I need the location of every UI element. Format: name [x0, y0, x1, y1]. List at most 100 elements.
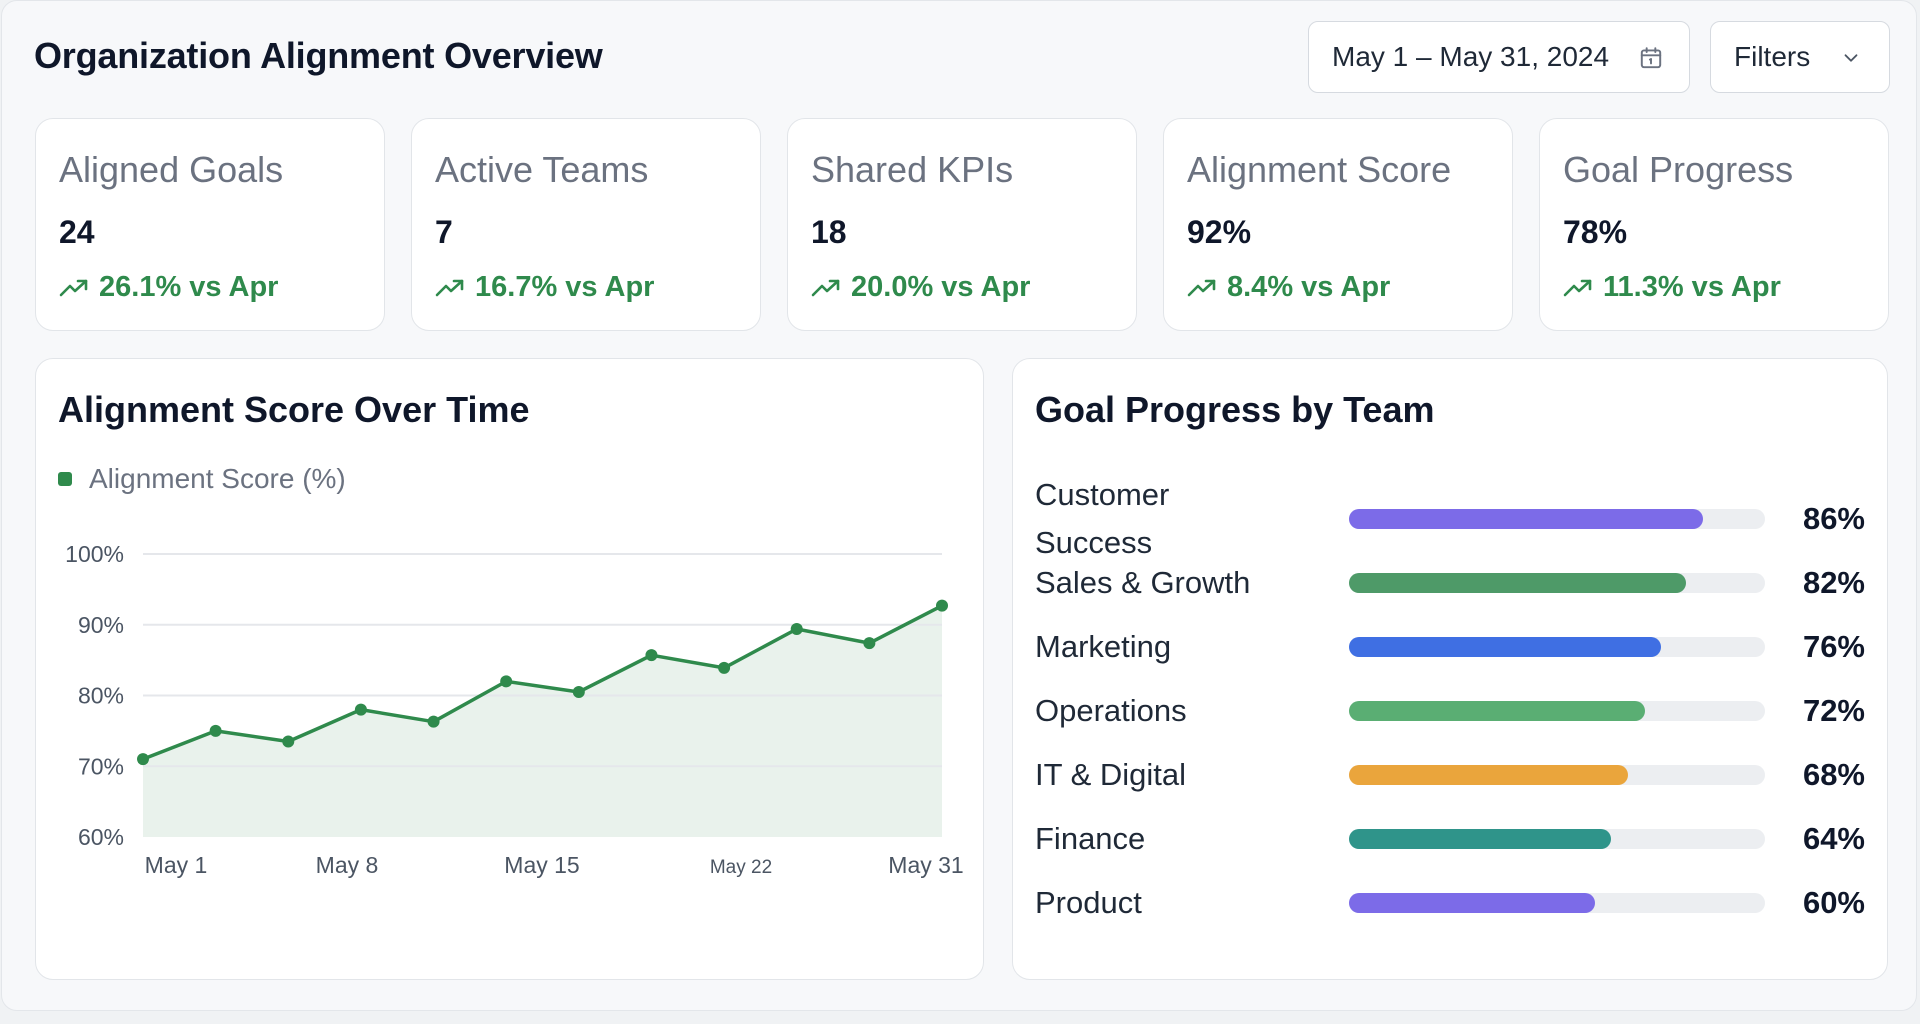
x-tick-label: May 1 [145, 852, 208, 878]
team-pct: 76% [1802, 629, 1865, 664]
calendar-icon [1637, 44, 1665, 72]
y-tick-label: 90% [78, 612, 124, 638]
team-pct: 68% [1802, 757, 1865, 792]
team-pct: 64% [1802, 821, 1865, 856]
data-point [427, 715, 440, 728]
kpi-delta: 26.1% vs Apr [59, 271, 278, 304]
progress-track [1349, 573, 1765, 593]
kpi-card: Shared KPIs 18 20.0% vs Apr [787, 118, 1137, 331]
date-range-picker[interactable]: May 1 – May 31, 2024 [1308, 21, 1690, 93]
x-tick-label: May 8 [316, 852, 379, 878]
chart-area-fill [143, 605, 942, 837]
kpi-value: 7 [435, 214, 453, 250]
kpi-delta: 8.4% vs Apr [1187, 271, 1390, 304]
kpi-label: Shared KPIs [811, 149, 1014, 190]
team-label: Operations [1035, 693, 1187, 728]
x-tick-label: May 31 [888, 852, 963, 878]
team-label: IT & Digital [1035, 757, 1187, 792]
data-point [572, 685, 585, 698]
date-range-label: May 1 – May 31, 2024 [1332, 41, 1610, 72]
kpi-delta-text: 8.4% vs Apr [1227, 271, 1391, 303]
team-row: Marketing 76% [1035, 623, 1865, 671]
y-tick-label: 70% [78, 753, 124, 779]
data-point [282, 735, 295, 748]
chart-title: Alignment Score Over Time [58, 389, 530, 430]
trend-up-icon [59, 279, 88, 296]
team-label: Sales & Growth [1035, 565, 1251, 600]
team-pct: 60% [1802, 885, 1865, 920]
team-pct: 82% [1802, 565, 1865, 600]
kpi-value: 78% [1563, 214, 1628, 250]
kpi-delta-text: 11.3% vs Apr [1603, 271, 1781, 303]
progress-fill [1349, 765, 1628, 785]
data-point [209, 724, 222, 737]
kpi-label: Aligned Goals [59, 149, 284, 190]
data-point [354, 703, 367, 716]
team-row: Finance 64% [1035, 815, 1865, 863]
progress-fill [1349, 893, 1595, 913]
kpi-value: 92% [1187, 214, 1252, 250]
kpi-label: Active Teams [435, 149, 649, 190]
team-pct: 72% [1802, 693, 1865, 728]
kpi-value: 24 [59, 214, 95, 250]
y-tick-label: 60% [78, 824, 124, 850]
data-point [500, 675, 513, 688]
kpi-card: Goal Progress 78% 11.3% vs Apr [1539, 118, 1889, 331]
team-row: Sales & Growth 82% [1035, 559, 1865, 607]
progress-fill [1349, 509, 1703, 529]
trend-up-icon [435, 279, 464, 296]
kpi-card: Alignment Score 92% 8.4% vs Apr [1163, 118, 1513, 331]
progress-track [1349, 829, 1765, 849]
goal-progress-card: Goal Progress by Team Customer Success 86%… [1012, 358, 1888, 980]
team-progress-title: Goal Progress by Team [1035, 389, 1435, 430]
kpi-delta: 20.0% vs Apr [811, 271, 1030, 304]
trend-up-icon [1563, 279, 1592, 296]
team-row: Operations 72% [1035, 687, 1865, 735]
kpi-delta-text: 26.1% vs Apr [99, 271, 279, 303]
kpi-value: 18 [811, 214, 847, 250]
x-tick-label: May 15 [504, 852, 579, 878]
y-tick-label: 100% [65, 541, 124, 567]
progress-track [1349, 637, 1765, 657]
team-label: Product [1035, 885, 1142, 920]
data-point [936, 599, 948, 612]
alignment-score-chart-card: Alignment Score Over Time Alignment Scor… [35, 358, 984, 980]
kpi-label: Alignment Score [1187, 149, 1452, 190]
data-point [790, 622, 803, 635]
trend-up-icon [1187, 279, 1216, 296]
chevron-down-icon [1839, 46, 1863, 70]
team-label: Customer [1035, 477, 1170, 512]
progress-track [1349, 701, 1765, 721]
progress-track [1349, 893, 1765, 913]
data-point [718, 661, 731, 674]
team-row: Product 60% [1035, 879, 1865, 927]
data-point [137, 753, 149, 766]
data-point [645, 649, 658, 662]
data-point [863, 637, 876, 650]
trend-up-icon [811, 279, 840, 296]
x-tick-label: May 22 [710, 857, 772, 878]
kpi-delta: 16.7% vs Apr [435, 271, 654, 304]
kpi-delta-text: 20.0% vs Apr [851, 271, 1031, 303]
kpi-card: Active Teams 7 16.7% vs Apr [411, 118, 761, 331]
progress-fill [1349, 701, 1645, 721]
kpi-delta-text: 16.7% vs Apr [475, 271, 655, 303]
team-pct: 86% [1802, 501, 1865, 536]
progress-fill [1349, 637, 1662, 657]
progress-fill [1349, 573, 1687, 593]
page-title: Organization Alignment Overview [34, 35, 603, 76]
filters-label: Filters [1734, 41, 1811, 72]
legend-label: Alignment Score (%) [89, 463, 346, 494]
team-row: Customer Success 86% [1035, 471, 1865, 567]
legend-swatch [58, 472, 72, 486]
kpi-delta: 11.3% vs Apr [1563, 271, 1781, 304]
filters-button[interactable]: Filters [1710, 21, 1890, 93]
team-label: Finance [1035, 821, 1146, 856]
progress-track [1349, 509, 1765, 529]
progress-track [1349, 765, 1765, 785]
team-row: IT & Digital 68% [1035, 751, 1865, 799]
kpi-label: Goal Progress [1563, 149, 1794, 190]
progress-fill [1349, 829, 1612, 849]
chart-legend: Alignment Score (%) [58, 463, 346, 495]
alignment-score-chart: 100% 90% 80% 70% 60% May 1 May 8 May 15 May 22 Ma… [65, 541, 964, 878]
